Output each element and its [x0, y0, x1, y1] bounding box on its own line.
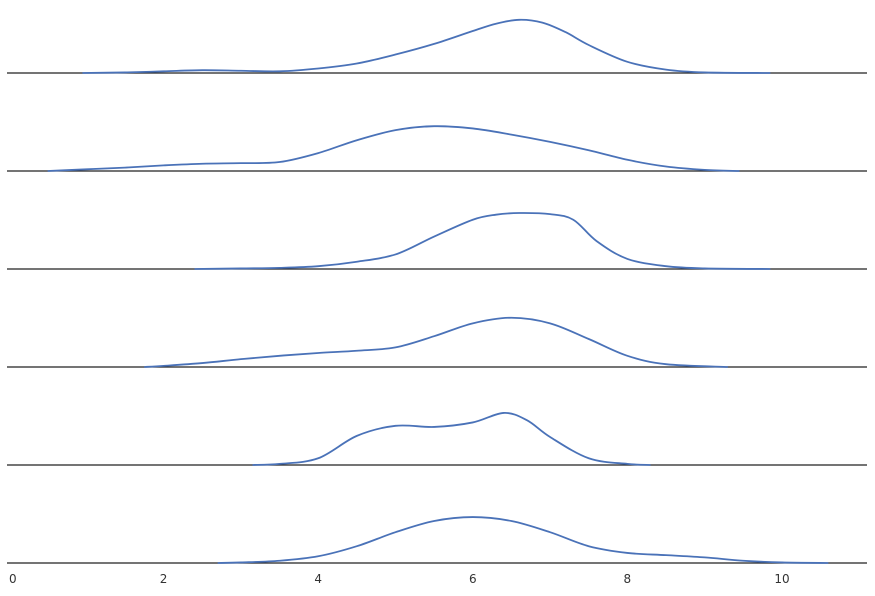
- density-curve-1: [82, 18, 771, 74]
- density-curve-2: [47, 125, 740, 172]
- density-curve-5: [252, 412, 651, 466]
- x-tick-label: 0: [9, 572, 17, 586]
- x-tick-label: 4: [314, 572, 322, 586]
- density-curve-4: [144, 316, 728, 368]
- x-tick-label: 6: [469, 572, 477, 586]
- density-curve-6: [217, 516, 829, 564]
- x-tick-label: 10: [774, 572, 789, 586]
- density-curve-3: [194, 212, 771, 270]
- x-tick-label: 2: [160, 572, 168, 586]
- x-tick-label: 8: [624, 572, 632, 586]
